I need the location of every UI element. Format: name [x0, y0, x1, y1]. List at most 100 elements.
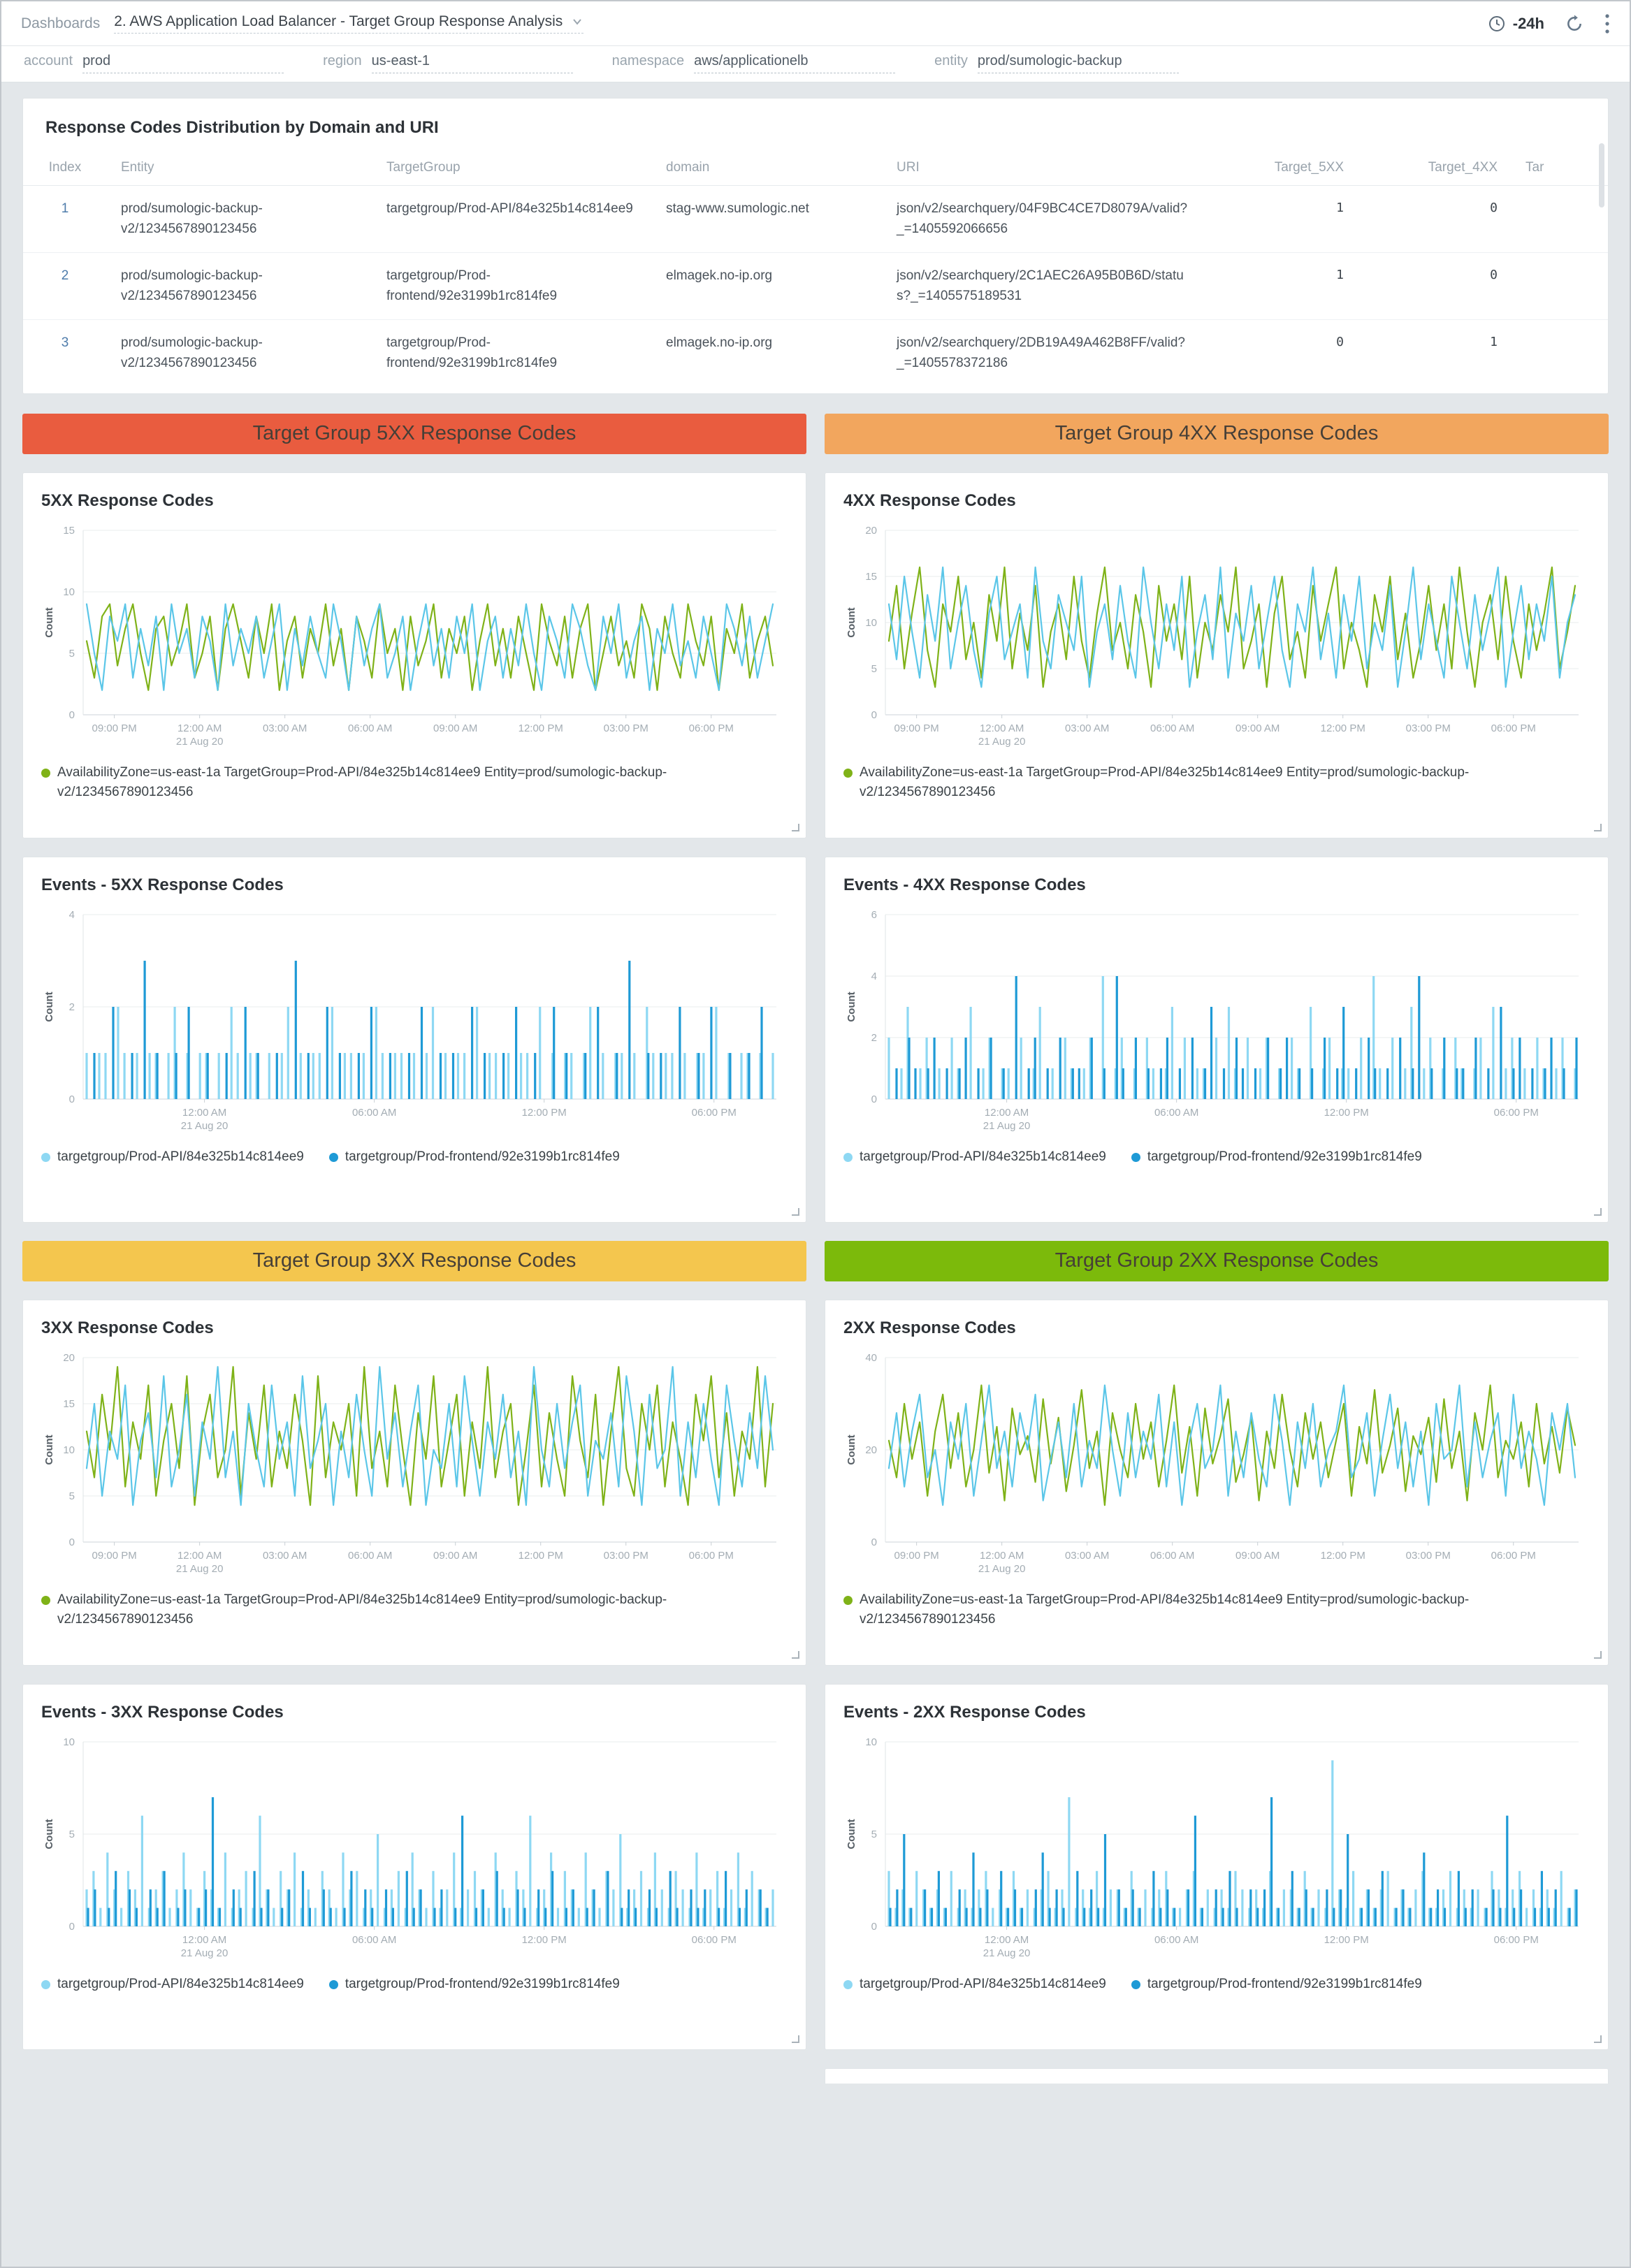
topbar-actions: -24h [1488, 13, 1610, 34]
panel-3xx-response-codes: 3XX Response Codes 0 5 10 15 20 09:00 PM 12:00… [22, 1299, 806, 1666]
resize-handle[interactable] [792, 1207, 799, 1216]
chevron-down-icon[interactable] [571, 15, 583, 28]
legend-label: targetgroup/Prod-frontend/92e3199b1rc814… [1147, 1976, 1422, 1991]
svg-text:12:00 PM: 12:00 PM [1324, 1934, 1369, 1946]
svg-text:06:00 AM: 06:00 AM [348, 722, 392, 734]
svg-text:21 Aug 20: 21 Aug 20 [978, 1563, 1026, 1575]
svg-text:12:00 AM: 12:00 AM [980, 722, 1024, 734]
table-scrollbar[interactable] [1599, 143, 1604, 208]
legend-item[interactable]: AvailabilityZone=us-east-1a TargetGroup=… [843, 1590, 1534, 1630]
legend-item[interactable]: targetgroup/Prod-API/84e325b14c814ee9 [843, 1975, 1106, 1995]
svg-text:15: 15 [63, 1398, 75, 1410]
svg-text:4: 4 [871, 971, 877, 982]
filter-entity[interactable]: entity prod/sumologic-backup [934, 53, 1179, 73]
svg-text:06:00 PM: 06:00 PM [1491, 1550, 1536, 1562]
table-row[interactable]: 3 prod/sumologic-backup-v2/12345678901234… [23, 319, 1608, 386]
filter-label: entity [934, 53, 968, 68]
filter-value-input[interactable]: prod [82, 53, 284, 73]
chart-events-3xx[interactable]: 0 5 10 12:00 AM 21 Aug 20 06:00 AM 12:00 PM 06:… [41, 1732, 788, 1966]
chart-4xx-line[interactable]: 0 5 10 15 20 09:00 PM 12:00 AM 21 Aug 20 03:00 A… [843, 521, 1590, 755]
column-header[interactable]: Index [23, 145, 107, 186]
svg-text:09:00 PM: 09:00 PM [92, 722, 137, 734]
legend-dot [1131, 1152, 1140, 1162]
breadcrumb[interactable]: Dashboards [21, 15, 101, 31]
svg-text:2: 2 [69, 1001, 75, 1013]
svg-text:5: 5 [69, 648, 75, 660]
column-header[interactable]: Entity [107, 145, 372, 186]
chart-events-5xx[interactable]: 0 2 4 12:00 AM 21 Aug 20 06:00 AM 12:00 PM 06:0… [41, 905, 788, 1139]
table-cell: 0 [1358, 252, 1512, 320]
filter-value-input[interactable]: us-east-1 [371, 53, 573, 73]
table-cell: prod/sumologic-backup-v2/123456789012345… [107, 185, 372, 253]
table-panel-title: Response Codes Distribution by Domain an… [45, 118, 439, 137]
legend-item[interactable]: AvailabilityZone=us-east-1a TargetGroup=… [41, 1590, 732, 1630]
resize-handle[interactable] [1594, 1207, 1602, 1216]
legend-label: AvailabilityZone=us-east-1a TargetGroup=… [57, 764, 667, 800]
resize-handle[interactable] [1594, 2035, 1602, 2043]
chart-3xx-line[interactable]: 0 5 10 15 20 09:00 PM 12:00 AM 21 Aug 20 03:00 A… [41, 1348, 788, 1582]
legend-dot [843, 1595, 853, 1605]
column-header[interactable]: Target_4XX [1358, 145, 1512, 186]
legend-label: targetgroup/Prod-API/84e325b14c814ee9 [860, 1149, 1106, 1164]
svg-text:03:00 PM: 03:00 PM [604, 722, 648, 734]
panel-events-3xx: Events - 3XX Response Codes 0 5 10 12:00 AM… [22, 1683, 806, 2050]
filter-label: account [24, 53, 73, 68]
resize-handle[interactable] [792, 823, 799, 831]
legend-dot [328, 1979, 338, 1989]
legend-item[interactable]: targetgroup/Prod-API/84e325b14c814ee9 [41, 1975, 304, 1995]
resize-handle[interactable] [792, 1650, 799, 1659]
legend-dot [41, 1152, 50, 1162]
svg-text:06:00 PM: 06:00 PM [1491, 722, 1536, 734]
resize-handle[interactable] [792, 2035, 799, 2043]
panel-2xx-response-codes: 2XX Response Codes 0 20 40 09:00 PM 12:00 AM… [825, 1299, 1609, 1666]
table-row[interactable]: 2 prod/sumologic-backup-v2/12345678901234… [23, 252, 1608, 320]
svg-text:09:00 AM: 09:00 AM [433, 722, 477, 734]
svg-text:2: 2 [871, 1032, 877, 1044]
column-header[interactable]: domain [652, 145, 883, 186]
filter-value-input[interactable]: aws/applicationelb [694, 53, 896, 73]
filter-value-input[interactable]: prod/sumologic-backup [977, 53, 1179, 73]
filter-region[interactable]: region us-east-1 [323, 53, 573, 73]
svg-text:0: 0 [69, 1093, 75, 1105]
chart-events-4xx[interactable]: 0 2 4 6 12:00 AM 21 Aug 20 06:00 AM 12:00 PM 06:… [843, 905, 1590, 1139]
legend-item[interactable]: targetgroup/Prod-frontend/92e3199b1rc814… [1131, 1147, 1422, 1168]
chart-events-2xx[interactable]: 0 5 10 12:00 AM 21 Aug 20 06:00 AM 12:00 PM 06:… [843, 1732, 1590, 1966]
legend-item[interactable]: targetgroup/Prod-frontend/92e3199b1rc814… [1131, 1975, 1422, 1995]
svg-text:12:00 AM: 12:00 AM [985, 1934, 1029, 1946]
resize-handle[interactable] [1594, 823, 1602, 831]
time-range-control[interactable]: -24h [1488, 15, 1544, 33]
section-banner-3xx: Target Group 3XX Response Codes [22, 1240, 806, 1281]
legend-item[interactable]: AvailabilityZone=us-east-1a TargetGroup=… [843, 763, 1534, 803]
column-header[interactable]: Tar [1512, 145, 1608, 186]
legend-item[interactable]: AvailabilityZone=us-east-1a TargetGroup=… [41, 763, 732, 803]
column-header[interactable]: TargetGroup [372, 145, 652, 186]
svg-text:Count: Count [43, 1434, 55, 1464]
legend-item[interactable]: targetgroup/Prod-API/84e325b14c814ee9 [843, 1147, 1106, 1168]
filter-account[interactable]: account prod [24, 53, 284, 73]
refresh-icon[interactable] [1565, 15, 1583, 33]
column-header[interactable]: Target_5XX [1204, 145, 1358, 186]
chart-5xx-line[interactable]: 0 5 10 15 09:00 PM 12:00 AM 21 Aug 20 03:00 AM 0… [41, 521, 788, 755]
column-header[interactable]: URI [883, 145, 1204, 186]
chart-canvas[interactable]: 0 5 10 15 09:00 PM 12:00 AM 21 Aug 20 03:00 AM 0… [41, 521, 788, 751]
chart-2xx-line[interactable]: 0 20 40 09:00 PM 12:00 AM 21 Aug 20 03:00 AM 06… [843, 1348, 1590, 1582]
panel-5xx-response-codes: 5XX Response Codes 0 5 10 15 09:00 PM 12:00 A… [22, 472, 806, 838]
kebab-menu-icon[interactable] [1604, 13, 1610, 34]
legend-item[interactable]: targetgroup/Prod-frontend/92e3199b1rc814… [328, 1147, 620, 1168]
legend-item[interactable]: targetgroup/Prod-API/84e325b14c814ee9 [41, 1147, 304, 1168]
filter-namespace[interactable]: namespace aws/applicationelb [612, 53, 896, 73]
table-row[interactable]: 1 prod/sumologic-backup-v2/12345678901234… [23, 185, 1608, 253]
svg-text:12:00 PM: 12:00 PM [1321, 1550, 1365, 1562]
legend-item[interactable]: targetgroup/Prod-frontend/92e3199b1rc814… [328, 1975, 620, 1995]
svg-text:0: 0 [69, 1921, 75, 1933]
dashboard-title-selector[interactable]: 2. AWS Application Load Balancer - Targe… [114, 13, 584, 34]
legend-label: targetgroup/Prod-API/84e325b14c814ee9 [57, 1149, 304, 1164]
resize-handle[interactable] [1594, 1650, 1602, 1659]
